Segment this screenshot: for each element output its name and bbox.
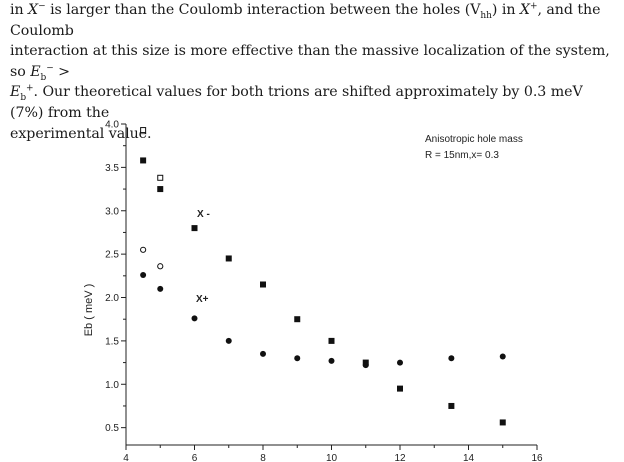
paragraph: in X− is larger than the Coulomb interac… bbox=[10, 0, 614, 144]
data-point-filled-circle bbox=[140, 271, 147, 278]
data-point-filled-circle bbox=[225, 337, 232, 344]
data-point-filled-circle bbox=[328, 357, 335, 364]
data-point-filled-square bbox=[328, 337, 335, 344]
data-point-filled-circle bbox=[448, 355, 455, 362]
series-label-x-plus: X+ bbox=[196, 294, 209, 305]
text-span: in bbox=[10, 2, 29, 18]
superscript: − bbox=[46, 63, 54, 74]
annotation-line-1: Anisotropic hole mass bbox=[425, 134, 523, 145]
text-span: is larger than the Coulomb interaction b… bbox=[45, 2, 481, 18]
paragraph-line-2: interaction at this size is more effecti… bbox=[10, 41, 614, 82]
data-point-filled-square bbox=[499, 419, 506, 426]
data-point-filled-square bbox=[225, 255, 232, 262]
scatter-chart: 0.5 1.0 1.5 2.0 2.5 3.0 3.5 4.0 4 6 8 10 12 14 16 Anis… bbox=[83, 120, 543, 462]
text-span: ) in bbox=[491, 2, 520, 18]
y-tick-label: 3.5 bbox=[105, 163, 119, 174]
superscript: + bbox=[26, 83, 34, 94]
x-tick-label: 10 bbox=[326, 453, 338, 462]
y-tick-label: 3.0 bbox=[105, 206, 119, 217]
axes: 0.5 1.0 1.5 2.0 2.5 3.0 3.5 4.0 4 6 8 10 12 14 16 bbox=[105, 120, 543, 462]
data-point-filled-square bbox=[140, 157, 147, 164]
y-tick-label: 2.0 bbox=[105, 293, 119, 304]
superscript: + bbox=[529, 1, 538, 12]
data-point-filled-square bbox=[157, 186, 164, 193]
data-point-filled-circle bbox=[191, 315, 198, 322]
data-point-open-square bbox=[157, 174, 164, 181]
text-span: . Our theoretical values for both trions… bbox=[10, 84, 583, 121]
x-tick-label: 16 bbox=[531, 453, 543, 462]
x-tick-label: 6 bbox=[192, 453, 198, 462]
data-point-open-square bbox=[140, 127, 147, 134]
symbol-x: X bbox=[519, 2, 530, 18]
data-point-filled-square bbox=[448, 402, 455, 409]
data-point-filled-circle bbox=[294, 355, 301, 362]
annotation-line-2: R = 15nm,x= 0.3 bbox=[425, 150, 499, 161]
symbol-e: E bbox=[30, 63, 41, 80]
superscript: − bbox=[38, 1, 46, 12]
y-tick-label: 0.5 bbox=[105, 423, 119, 434]
text-span: > bbox=[53, 63, 71, 80]
data-point-filled-square bbox=[191, 225, 198, 232]
data-point-open-circle bbox=[140, 246, 147, 253]
x-tick-label: 14 bbox=[463, 453, 475, 462]
x-tick-label: 12 bbox=[394, 453, 406, 462]
y-tick-label: 2.5 bbox=[105, 250, 119, 261]
x-tick-label: 8 bbox=[260, 453, 266, 462]
y-tick-label: 1.5 bbox=[105, 336, 119, 347]
text-span: , and the Coulomb bbox=[10, 2, 601, 39]
symbol-x: X bbox=[28, 2, 39, 18]
data-point-filled-circle bbox=[260, 350, 266, 357]
y-tick-label: 4.0 bbox=[105, 120, 119, 131]
y-tick-label: 1.0 bbox=[105, 380, 119, 391]
paragraph-line-1: in X− is larger than the Coulomb interac… bbox=[10, 0, 614, 41]
y-axis-label: Eb ( meV ) bbox=[83, 284, 95, 337]
paragraph-line-4: experimental value. bbox=[10, 124, 614, 145]
subscript: b bbox=[20, 93, 27, 104]
paragraph-line-3: Eb+. Our theoretical values for both tri… bbox=[10, 82, 614, 123]
text-span: experimental value. bbox=[10, 125, 152, 142]
text-span: interaction at this size is more effecti… bbox=[10, 43, 610, 80]
subscript: b bbox=[40, 72, 47, 83]
data-point-filled-circle bbox=[499, 353, 506, 360]
data-point-open-circle bbox=[157, 263, 164, 270]
x-tick-label: 4 bbox=[123, 453, 129, 462]
data-point-filled-square bbox=[397, 385, 403, 392]
data-point-filled-square bbox=[260, 281, 266, 288]
data-point-filled-circle bbox=[157, 285, 164, 292]
subscript: hh bbox=[480, 10, 492, 21]
symbol-e: E bbox=[10, 84, 21, 101]
data-marks bbox=[140, 127, 506, 426]
series-label-x-minus: X - bbox=[197, 209, 210, 220]
data-point-filled-circle bbox=[397, 359, 403, 366]
data-point-filled-square bbox=[294, 316, 301, 323]
data-point-filled-circle bbox=[362, 362, 369, 369]
